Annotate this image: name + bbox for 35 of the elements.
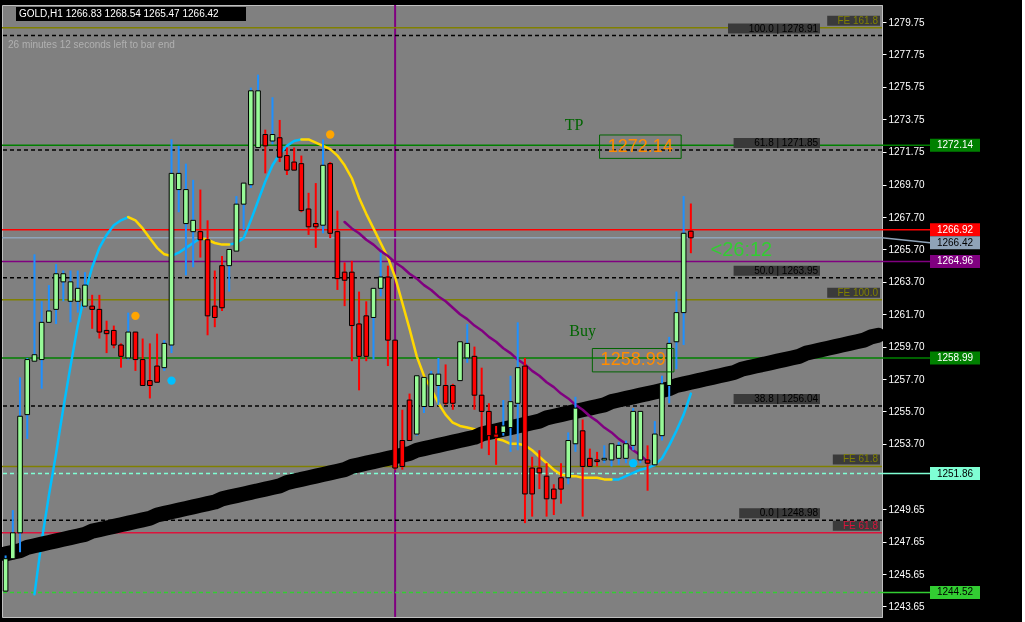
y-tick-label: 1269.70: [888, 179, 926, 191]
y-tick-label: 1243.65: [888, 600, 926, 612]
ref-line-label: FE 61.8: [842, 519, 879, 531]
y-tick-label: 1265.70: [888, 243, 926, 255]
y-tick-label: 1247.65: [888, 536, 926, 548]
ref-line-label: 0.0 | 1248.98: [759, 507, 819, 519]
y-tick-label: 1261.70: [888, 308, 926, 320]
ref-line-label: 1244.52: [936, 586, 974, 598]
ref-line-label: 1266.92: [936, 223, 974, 235]
y-tick-label: 1255.70: [888, 405, 926, 417]
y-tick-label: 1271.75: [888, 146, 926, 158]
ref-line-label: 38.8 | 1256.04: [754, 392, 819, 404]
chart-title: GOLD,H1 1266.83 1268.54 1265.47 1266.42: [19, 8, 220, 19]
y-tick-label: 1245.65: [888, 568, 926, 580]
annotation: TP: [564, 116, 584, 134]
y-tick-label: 1267.70: [888, 211, 926, 223]
y-tick-label: 1249.65: [888, 503, 926, 515]
ref-line-label: FE 61.8: [842, 453, 879, 465]
ref-line-label: 1264.96: [936, 255, 974, 267]
y-tick-label: 1279.75: [888, 16, 926, 28]
ref-line-label: FE 100.0: [837, 286, 879, 298]
ref-line-label: 1266.42: [936, 236, 974, 248]
annotation: <26:12: [710, 238, 773, 260]
y-tick-label: 1263.70: [888, 276, 926, 288]
y-tick-label: 1257.70: [888, 373, 926, 385]
ref-line-label: 1272.14: [936, 139, 974, 151]
ref-line-label: FE 161.8: [837, 14, 879, 26]
annotation: Buy: [569, 321, 596, 340]
ref-line-label: 1258.99: [936, 352, 974, 364]
y-tick-label: 1277.75: [888, 48, 926, 60]
y-tick-label: 1259.70: [888, 341, 926, 353]
y-tick-label: 1273.75: [888, 113, 926, 125]
ref-line-label: 1251.86: [936, 467, 974, 479]
y-tick-label: 1275.75: [888, 81, 926, 93]
y-tick-label: 1253.70: [888, 438, 926, 450]
